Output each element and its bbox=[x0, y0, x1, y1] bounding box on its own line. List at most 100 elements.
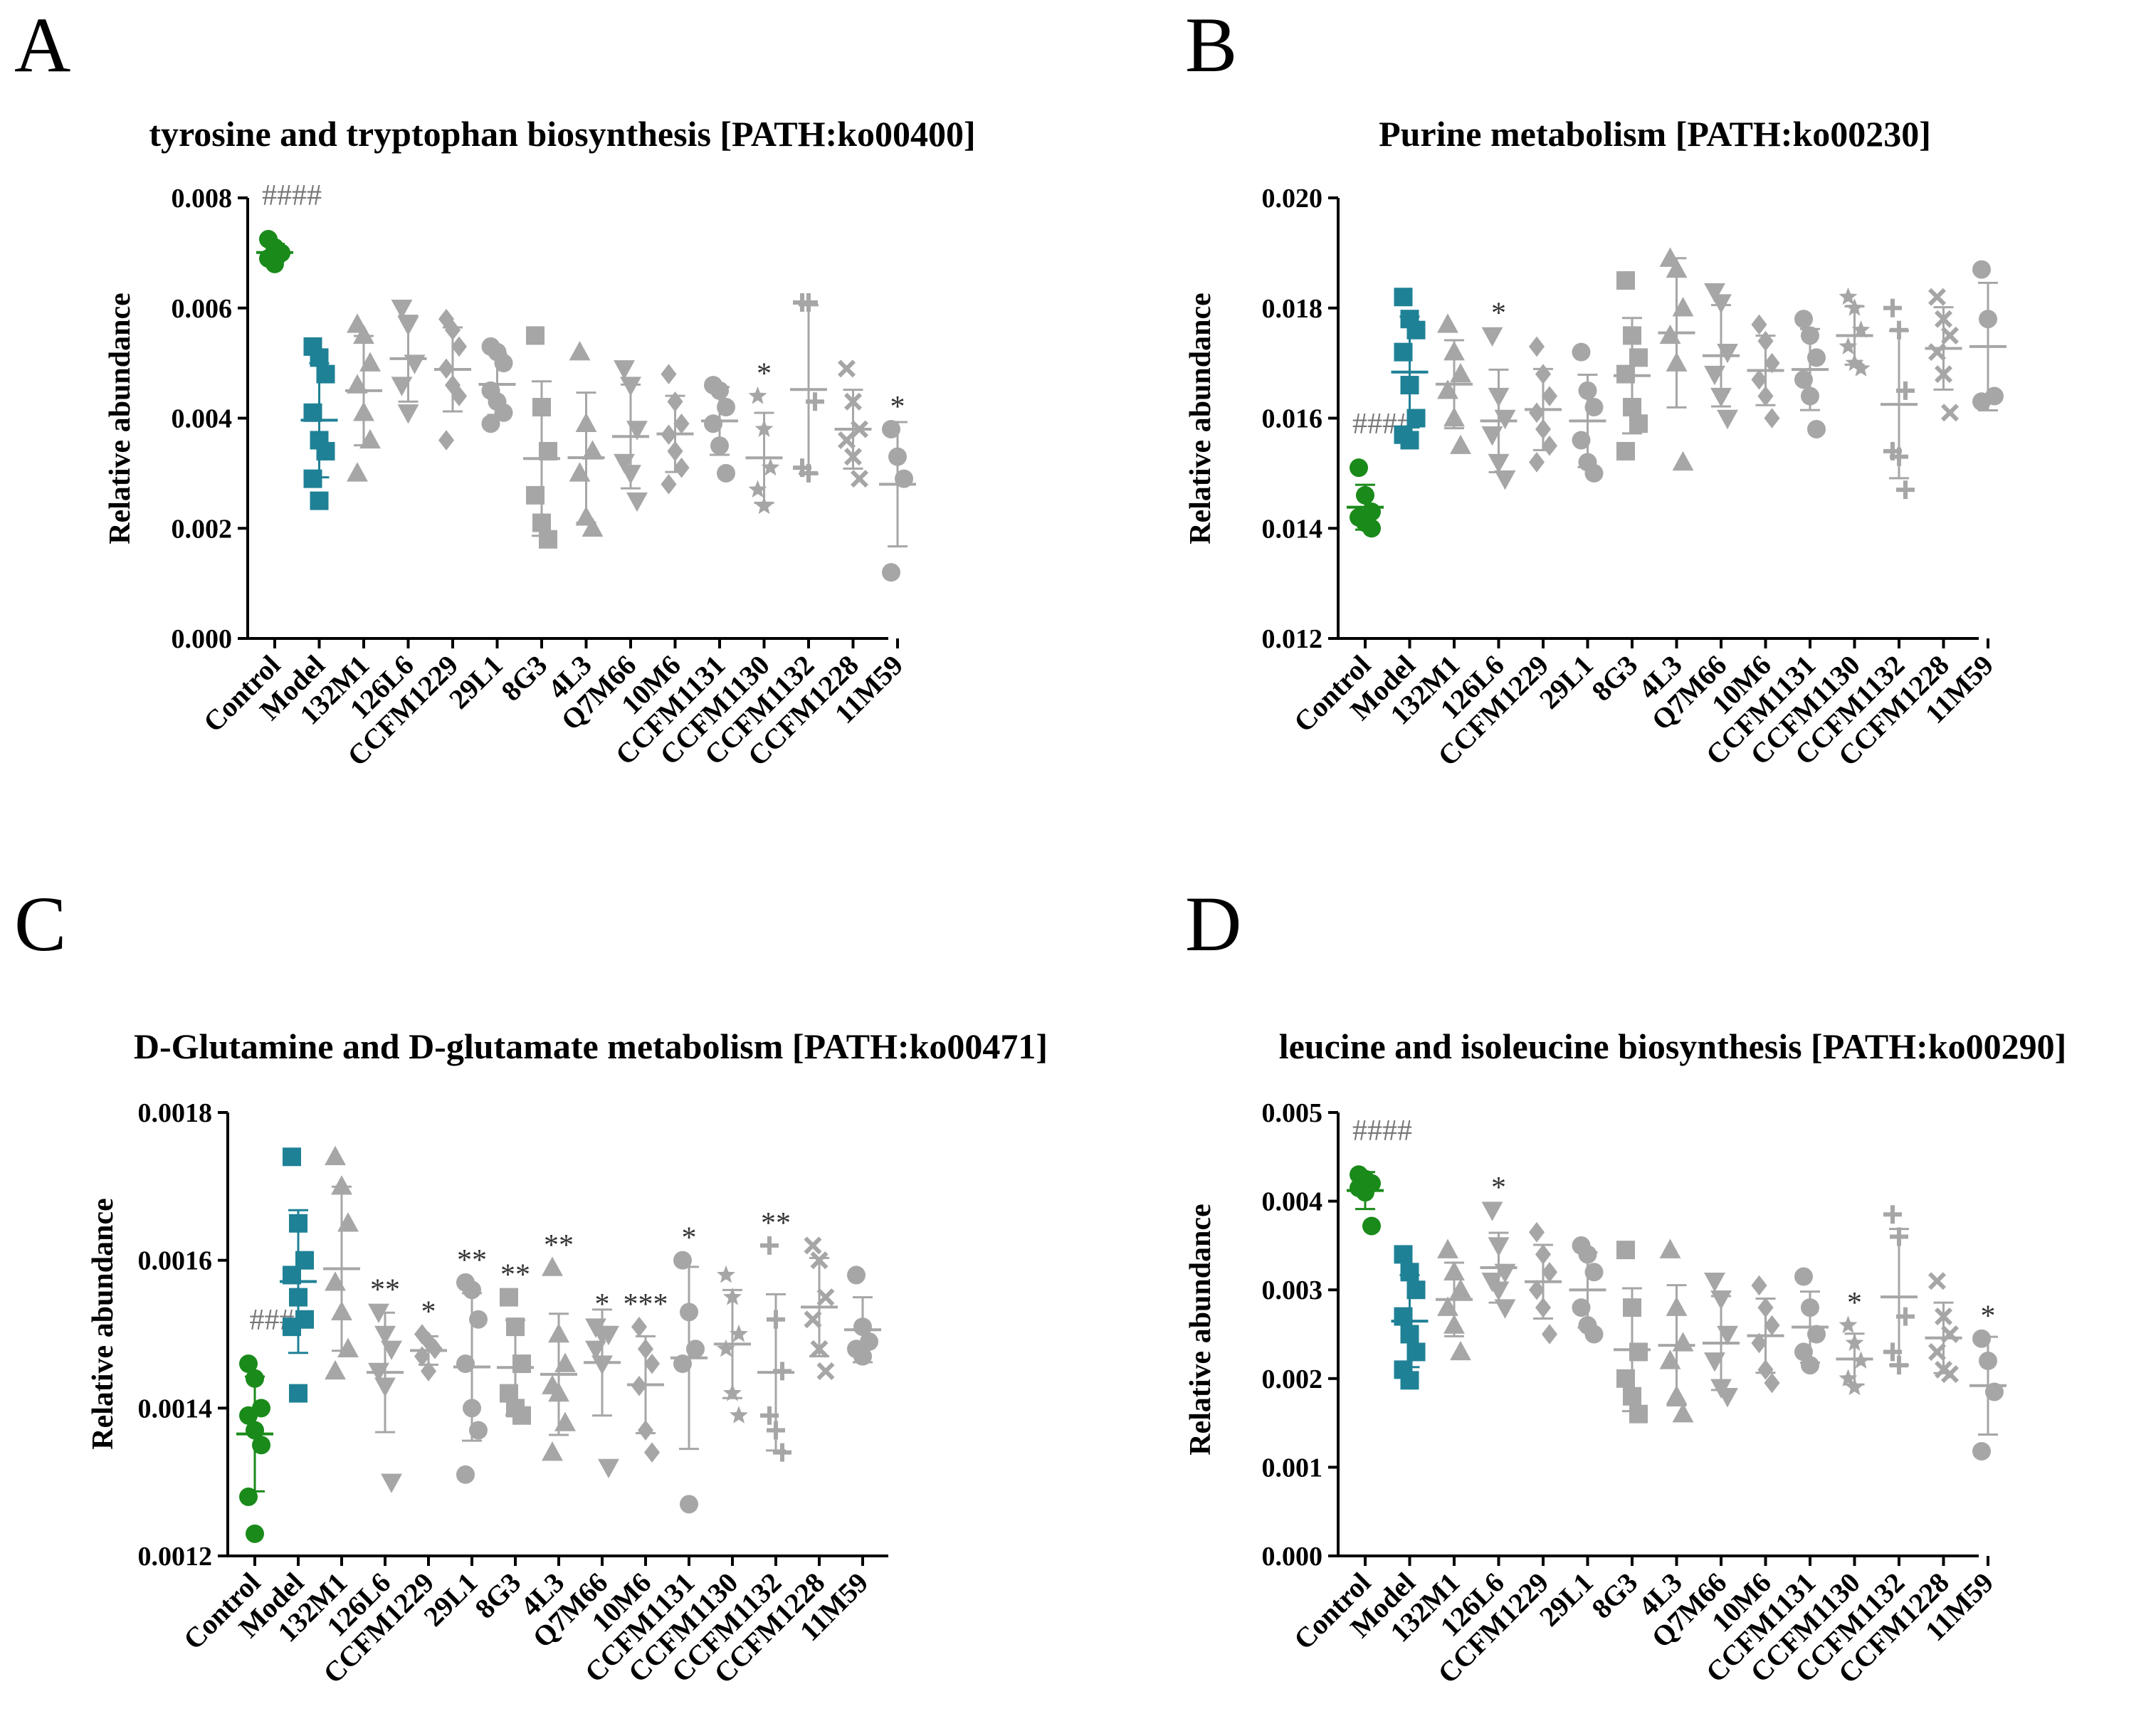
data-point bbox=[246, 1369, 264, 1388]
data-point bbox=[1450, 1340, 1471, 1361]
data-point bbox=[710, 436, 729, 456]
data-point bbox=[397, 316, 419, 336]
data-point bbox=[494, 354, 513, 373]
data-point bbox=[673, 413, 690, 434]
data-point bbox=[717, 1339, 735, 1357]
significance-label: * bbox=[1847, 1287, 1862, 1320]
data-point bbox=[1751, 1332, 1767, 1354]
data-point bbox=[614, 453, 635, 473]
data-point bbox=[673, 1354, 692, 1374]
data-point bbox=[1356, 485, 1374, 505]
data-point bbox=[469, 1310, 488, 1329]
data-point bbox=[331, 1300, 352, 1321]
data-point bbox=[626, 421, 648, 441]
data-point bbox=[1481, 1201, 1503, 1221]
data-point bbox=[1572, 1298, 1591, 1317]
y-tick-label: 0.000 bbox=[1262, 1542, 1323, 1572]
data-point bbox=[614, 360, 635, 380]
significance-label: ** bbox=[761, 1207, 791, 1240]
data-point bbox=[1710, 294, 1732, 314]
data-point bbox=[853, 1317, 872, 1337]
data-point bbox=[542, 1256, 563, 1276]
data-point bbox=[717, 1265, 735, 1283]
data-point bbox=[359, 352, 381, 372]
data-point bbox=[1896, 480, 1915, 500]
data-point bbox=[717, 398, 735, 417]
data-point bbox=[1659, 324, 1681, 344]
data-point bbox=[438, 430, 455, 451]
y-tick-label: 0.018 bbox=[1262, 294, 1323, 324]
data-point bbox=[1839, 1369, 1858, 1387]
data-point bbox=[1450, 1278, 1471, 1298]
data-point bbox=[1488, 1281, 1510, 1301]
data-point bbox=[853, 1347, 872, 1366]
data-point bbox=[444, 320, 461, 340]
data-point bbox=[1666, 258, 1688, 278]
y-tick-label: 0.003 bbox=[1262, 1275, 1323, 1305]
data-point bbox=[1940, 1365, 1960, 1384]
data-point bbox=[1629, 348, 1648, 367]
data-point bbox=[585, 1340, 606, 1360]
data-point bbox=[598, 1325, 619, 1346]
data-point bbox=[1406, 320, 1426, 340]
data-point bbox=[1807, 348, 1826, 367]
panel-d: D leucine and isoleucine biosynthesis [P… bbox=[1184, 880, 2066, 1690]
data-point bbox=[1350, 458, 1368, 478]
x-tick-label: 8G3 bbox=[495, 649, 553, 707]
significance-label: * bbox=[595, 1288, 610, 1321]
data-point bbox=[1851, 359, 1871, 377]
data-point bbox=[1717, 409, 1738, 430]
y-tick-label: 0.005 bbox=[1262, 1098, 1323, 1128]
data-point bbox=[1751, 369, 1767, 390]
data-point bbox=[754, 419, 774, 437]
data-point bbox=[760, 1236, 779, 1255]
data-point bbox=[438, 358, 455, 379]
data-point bbox=[637, 1338, 654, 1359]
y-tick-label: 0.0018 bbox=[138, 1098, 213, 1128]
data-point bbox=[1535, 1297, 1552, 1318]
data-point bbox=[1934, 310, 1953, 328]
data-point bbox=[575, 412, 597, 432]
data-point bbox=[1494, 409, 1516, 430]
data-point bbox=[1972, 260, 1991, 279]
data-point bbox=[1535, 364, 1552, 384]
data-point bbox=[1400, 1325, 1419, 1344]
y-tick-label: 0.002 bbox=[1262, 1364, 1323, 1394]
panel-a: A tyrosine and tryptophan biosynthesis [… bbox=[14, 1, 976, 772]
data-point bbox=[888, 447, 907, 466]
data-point bbox=[316, 364, 335, 384]
data-point bbox=[539, 441, 557, 461]
data-point bbox=[397, 404, 419, 424]
x-tick-label: 8G3 bbox=[1585, 1567, 1643, 1625]
data-point bbox=[1528, 452, 1545, 473]
data-point bbox=[1400, 1263, 1419, 1282]
data-point bbox=[1623, 1298, 1641, 1317]
data-point bbox=[773, 1443, 791, 1462]
significance-label: #### bbox=[262, 179, 322, 212]
data-point bbox=[1535, 1244, 1552, 1265]
data-point bbox=[1406, 409, 1426, 428]
data-point bbox=[512, 1354, 531, 1374]
data-point bbox=[283, 1266, 301, 1285]
data-point bbox=[451, 386, 468, 406]
data-point bbox=[1704, 1273, 1725, 1293]
data-point bbox=[381, 1340, 402, 1360]
data-point bbox=[1757, 1359, 1774, 1380]
data-point bbox=[303, 403, 322, 422]
panel-letter-d: D bbox=[1185, 880, 1241, 967]
data-point bbox=[303, 469, 322, 488]
data-point bbox=[391, 377, 413, 396]
data-point bbox=[1659, 1238, 1681, 1258]
data-point bbox=[686, 1340, 705, 1359]
data-point bbox=[500, 1288, 518, 1307]
data-point bbox=[289, 1288, 307, 1307]
data-point bbox=[673, 457, 690, 478]
data-point bbox=[494, 403, 513, 422]
data-point bbox=[1890, 1356, 1908, 1375]
data-point bbox=[1972, 1329, 1991, 1348]
data-point bbox=[730, 1324, 748, 1342]
data-point bbox=[1845, 1333, 1864, 1351]
data-point bbox=[1764, 352, 1780, 374]
data-point bbox=[637, 1420, 654, 1441]
